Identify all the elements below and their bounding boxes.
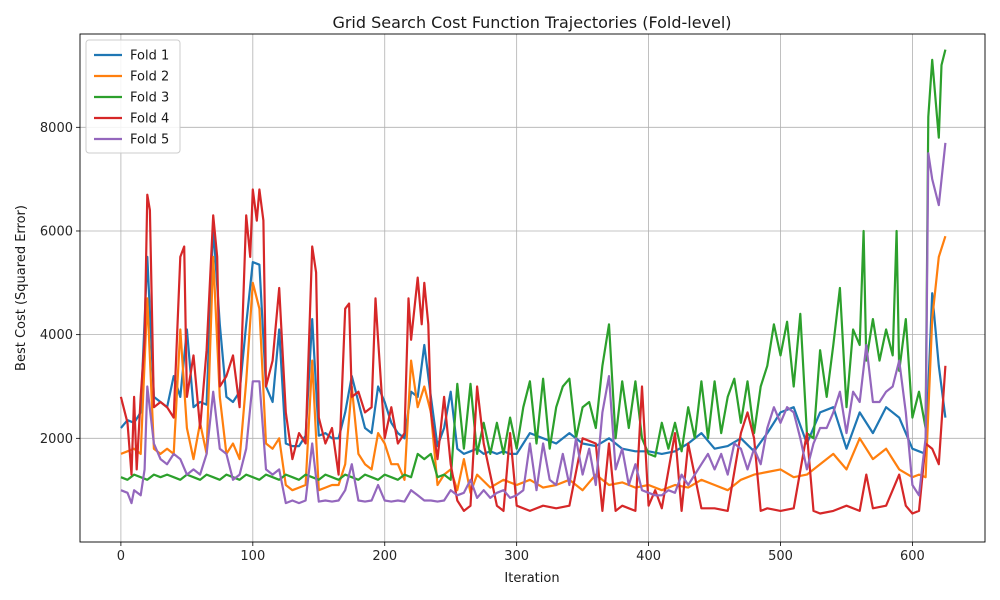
series-line-fold-4 [119, 188, 947, 515]
x-tick-label: 200 [372, 549, 397, 564]
chart-title: Grid Search Cost Function Trajectories (… [332, 13, 731, 32]
y-tick-label: 6000 [40, 224, 73, 239]
series-line-fold-2 [120, 235, 947, 494]
series-layer [119, 49, 947, 515]
legend-box [85, 39, 181, 154]
legend-label: Fold 4 [130, 112, 169, 127]
legend-label: Fold 1 [130, 49, 169, 64]
axis-ticks: 0 100 200 300 400 500 600 2000 4000 6000 8000 [40, 121, 925, 564]
x-tick-label: 600 [900, 549, 925, 564]
series-line-fold-1 [120, 224, 947, 455]
x-tick-label: 400 [636, 549, 661, 564]
x-tick-label: 100 [240, 549, 265, 564]
legend: Fold 1 Fold 2 Fold 3 Fold 4 Fold 5 [85, 39, 181, 154]
series-line-fold-3 [120, 49, 947, 481]
x-tick-label: 300 [504, 549, 529, 564]
x-tick-label: 0 [117, 549, 125, 564]
y-tick-label: 8000 [40, 121, 73, 136]
legend-label: Fold 5 [130, 133, 169, 148]
x-axis-title: Iteration [504, 571, 559, 586]
x-tick-label: 500 [768, 549, 793, 564]
legend-label: Fold 2 [130, 70, 169, 85]
plot-frame [79, 33, 986, 543]
y-tick-label: 4000 [40, 328, 73, 343]
y-tick-label: 2000 [40, 432, 73, 447]
legend-label: Fold 3 [130, 91, 169, 106]
series-line-fold-5 [120, 142, 947, 505]
y-axis-title: Best Cost (Squared Error) [14, 205, 29, 371]
